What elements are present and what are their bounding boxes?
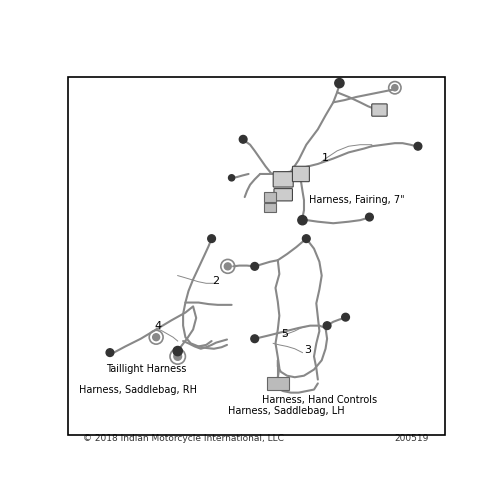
Circle shape [174, 352, 182, 360]
Circle shape [208, 235, 216, 242]
Circle shape [298, 216, 307, 225]
Circle shape [366, 213, 374, 221]
Text: Harness, Hand Controls: Harness, Hand Controls [262, 395, 378, 405]
Text: 2: 2 [212, 276, 220, 286]
Bar [267, 377, 288, 390]
Circle shape [392, 84, 398, 91]
Text: Harness, Saddlebag, LH: Harness, Saddlebag, LH [228, 406, 344, 416]
Circle shape [106, 349, 114, 356]
Text: 200519: 200519 [395, 434, 429, 444]
FancyBboxPatch shape [274, 188, 292, 201]
Circle shape [342, 314, 349, 321]
Circle shape [173, 346, 182, 356]
Text: Harness, Saddlebag, RH: Harness, Saddlebag, RH [79, 385, 197, 395]
Bar [264, 203, 276, 212]
Circle shape [228, 174, 234, 181]
Bar [264, 192, 276, 202]
Text: 1: 1 [322, 153, 328, 163]
Text: 5: 5 [282, 329, 288, 339]
Circle shape [240, 136, 247, 143]
Text: Harness, Fairing, 7": Harness, Fairing, 7" [308, 194, 404, 205]
Circle shape [152, 334, 160, 340]
FancyBboxPatch shape [292, 166, 310, 182]
Circle shape [302, 235, 310, 242]
Circle shape [251, 262, 258, 270]
Circle shape [335, 78, 344, 88]
FancyBboxPatch shape [273, 172, 293, 187]
Circle shape [323, 322, 331, 330]
Text: 4: 4 [154, 322, 162, 332]
Text: 3: 3 [304, 344, 311, 354]
Circle shape [224, 263, 231, 270]
Text: © 2018 Indian Motorcycle International, LLC: © 2018 Indian Motorcycle International, … [83, 434, 284, 444]
Circle shape [251, 335, 258, 342]
FancyBboxPatch shape [372, 104, 387, 116]
Circle shape [414, 142, 422, 150]
Text: Taillight Harness: Taillight Harness [106, 364, 186, 374]
